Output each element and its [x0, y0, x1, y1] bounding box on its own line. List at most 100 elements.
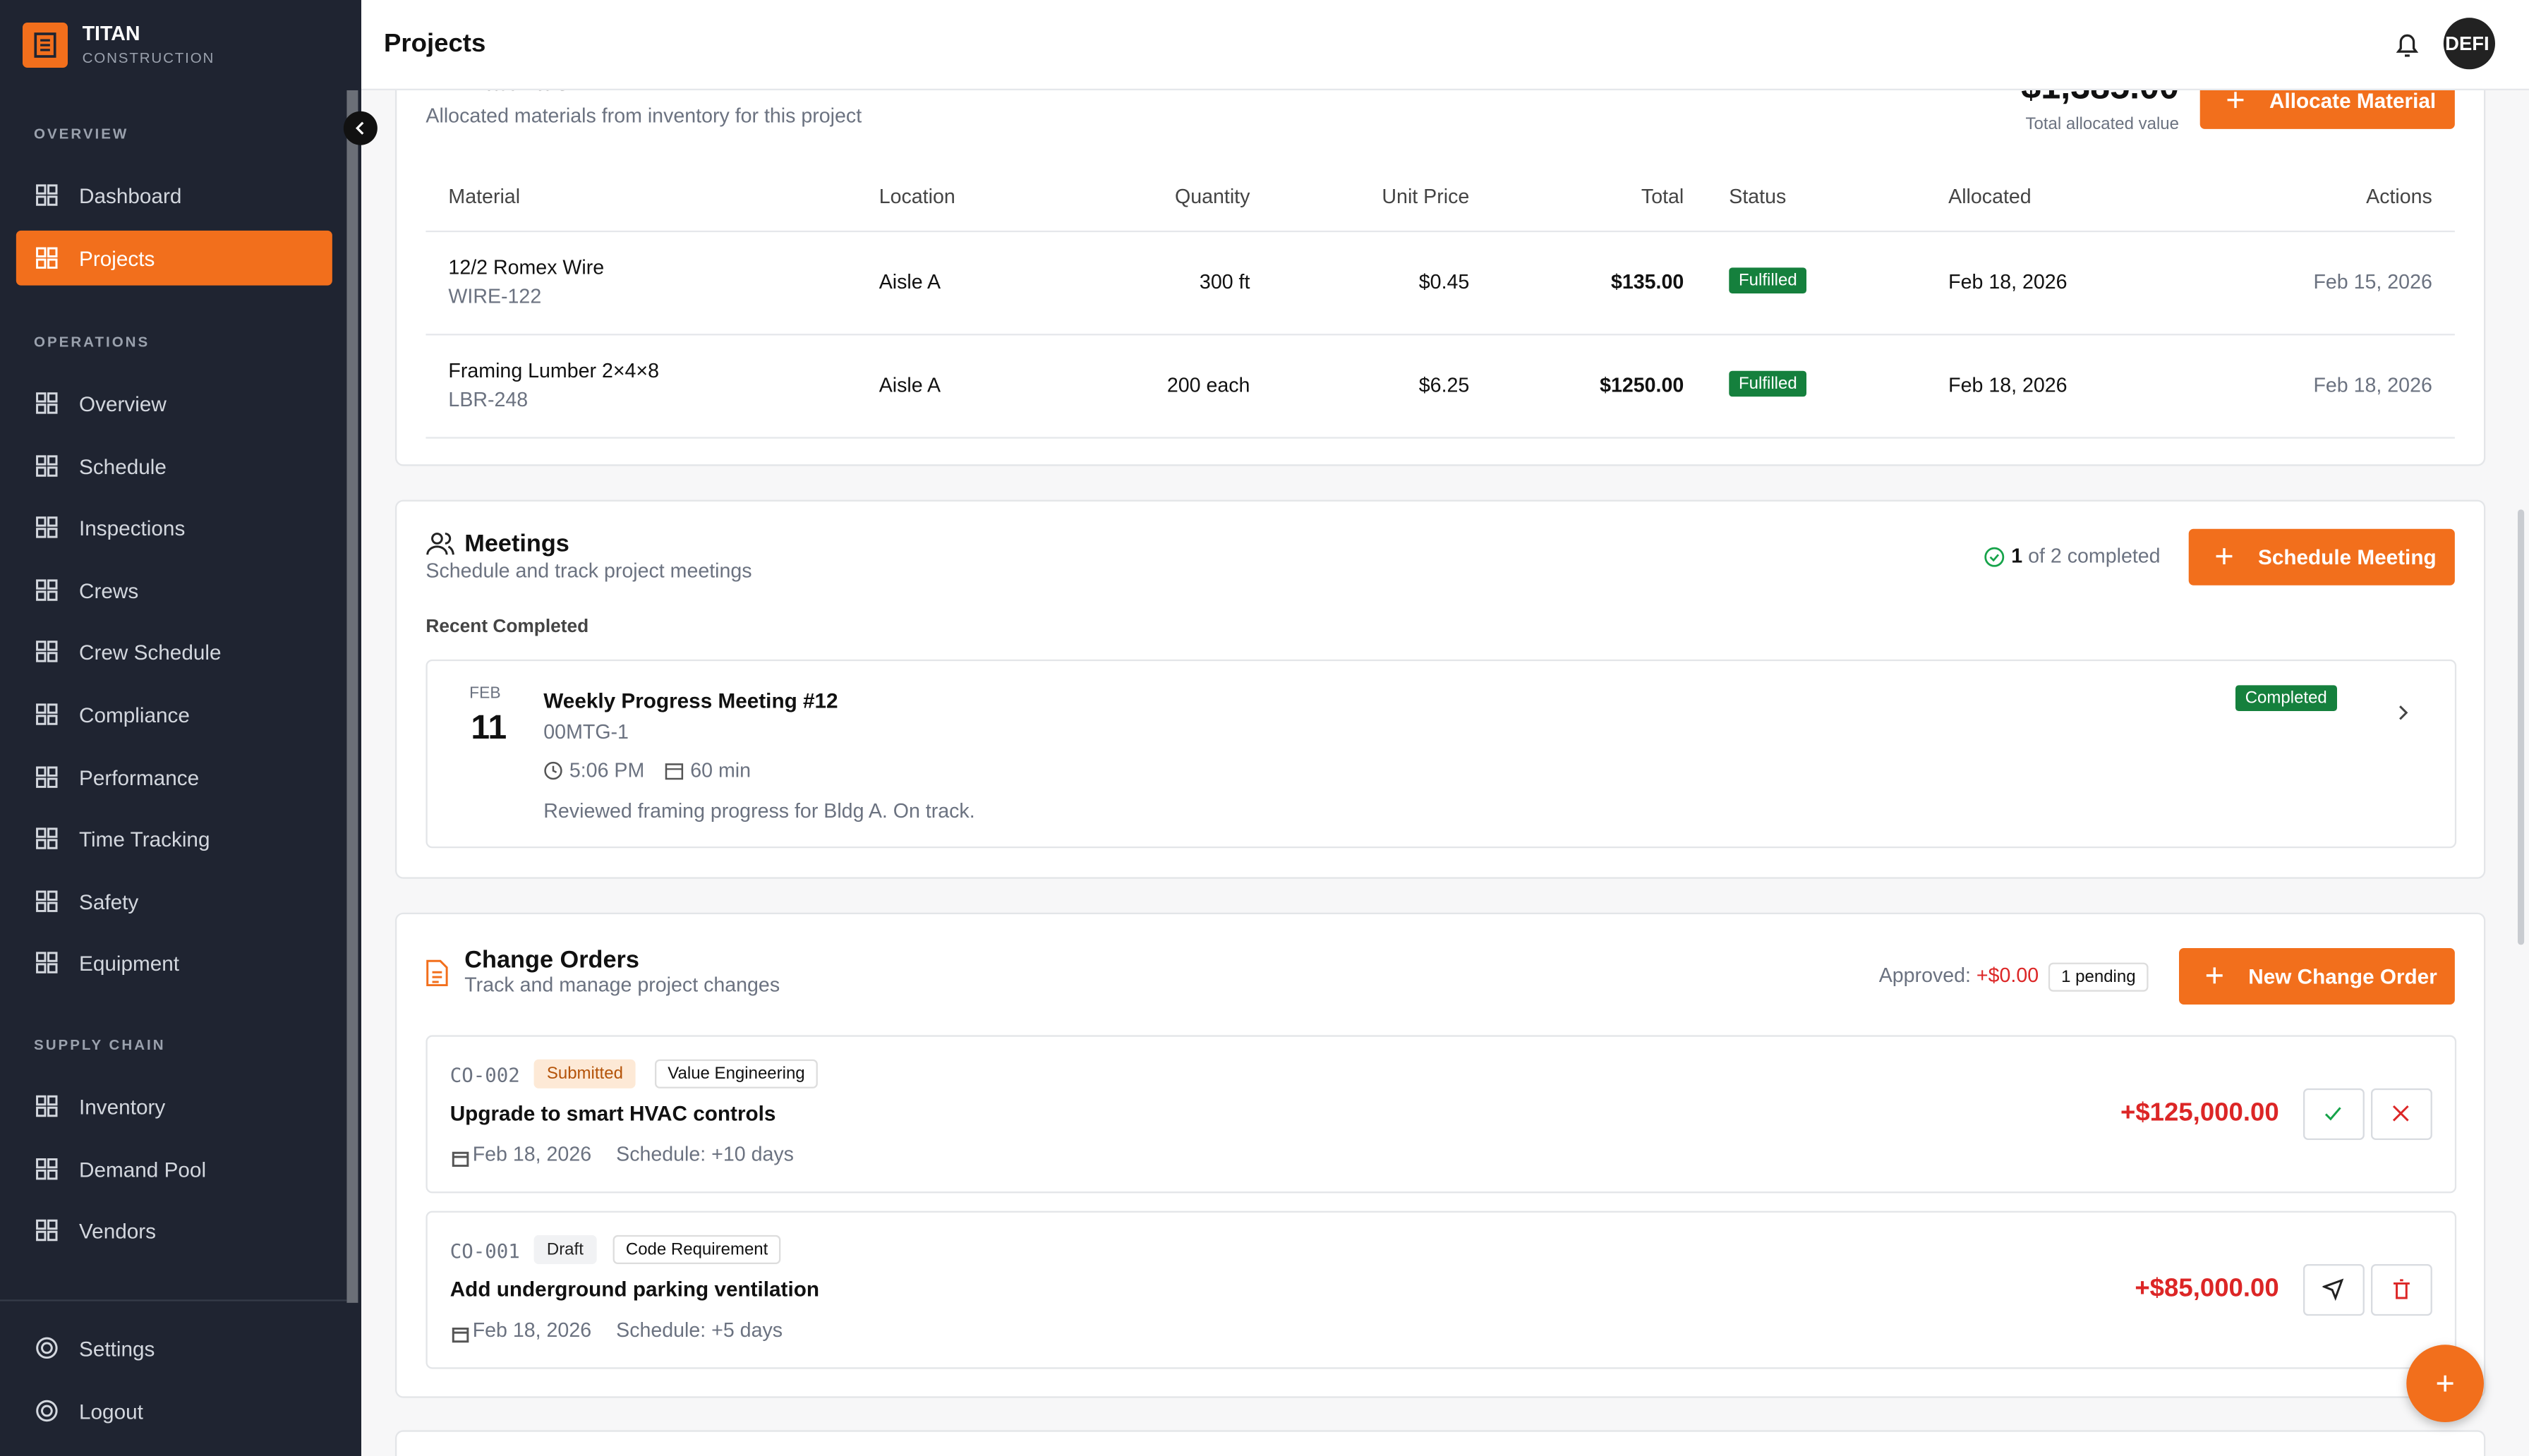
meeting-code: 00MTG-1 — [543, 720, 629, 744]
co-schedule: Schedule: +5 days — [616, 1318, 783, 1342]
nav-label: Safety — [78, 890, 139, 914]
nav-icon — [36, 641, 58, 663]
action-button[interactable] — [2302, 1263, 2365, 1316]
top-bar: Projects DEFI — [361, 0, 2529, 90]
action-date: Feb 15, 2026 — [2313, 270, 2432, 293]
action-button[interactable] — [2370, 1088, 2432, 1140]
column-header: Location — [879, 185, 955, 208]
nav-item[interactable]: Overview — [16, 376, 332, 431]
category-badge: Value Engineering — [654, 1059, 818, 1088]
change-orders-card: Change Orders Track and manage project c… — [394, 912, 2486, 1398]
progress: 1 of 2 completed — [2011, 545, 2160, 568]
sidebar: TITAN CONSTRUCTION OVERVIEW Dashboard Proj… — [0, 0, 378, 1456]
fab[interactable] — [2406, 1345, 2484, 1422]
schedule-meeting-button[interactable]: Schedule Meeting — [2188, 528, 2455, 586]
next-card — [394, 1430, 2486, 1456]
nav-label: Compliance — [78, 703, 190, 727]
nav-icon — [36, 578, 58, 601]
nav-icon — [36, 890, 58, 912]
unit-price: $0.45 — [1418, 270, 1470, 293]
action-icon — [2393, 1279, 2410, 1299]
card-subtitle: Track and manage project changes — [464, 973, 780, 997]
divider — [0, 1299, 347, 1302]
status-badge: Fulfilled — [1729, 370, 1807, 397]
category-badge: Code Requirement — [612, 1234, 781, 1264]
nav-item[interactable]: Time Tracking — [16, 811, 332, 866]
avatar[interactable]: DEFI — [2443, 18, 2495, 70]
nav-item[interactable]: Settings — [16, 1321, 332, 1376]
meetings-icon — [426, 533, 454, 555]
nav-label: Inspections — [78, 516, 186, 541]
location: Aisle A — [879, 270, 941, 293]
nav-label: Crew Schedule — [78, 641, 222, 665]
nav-item[interactable]: Safety — [16, 873, 332, 928]
materials-card: Materials Allocated materials from inven… — [394, 35, 2486, 466]
pending-badge: 1 pending — [2048, 962, 2149, 992]
co-code: CO-001 — [449, 1239, 520, 1263]
nav-icon — [36, 1399, 58, 1421]
column-header: Status — [1729, 185, 1787, 208]
nav-icon — [36, 765, 58, 787]
nav-item[interactable]: Crews — [16, 562, 332, 617]
status-badge: Completed — [2235, 685, 2337, 711]
co-title: Add underground parking ventilation — [449, 1277, 820, 1302]
approved-value: +$0.00 — [1976, 964, 2039, 987]
nav-item[interactable]: Demand Pool — [16, 1141, 332, 1196]
progress-text: of 2 completed — [2028, 545, 2161, 568]
logo — [22, 22, 68, 68]
nav-icon — [36, 703, 58, 725]
nav-icon — [36, 184, 58, 206]
calendar-icon — [452, 1151, 469, 1167]
scrollbar — [346, 90, 358, 1303]
unit-price: $6.25 — [1418, 374, 1470, 397]
nav-item[interactable]: Vendors — [16, 1203, 332, 1258]
location: Aisle A — [879, 374, 941, 397]
change-order-item[interactable]: CO-002 Submitted Value Engineering Upgrade … — [425, 1035, 2457, 1194]
collapse-button[interactable] — [343, 111, 378, 145]
nav-item[interactable]: Schedule — [16, 438, 332, 493]
column-header: Unit Price — [1382, 185, 1470, 208]
card-subtitle: Allocated materials from inventory for t… — [425, 104, 862, 128]
nav-item[interactable]: Inspections — [16, 500, 332, 555]
nav-label: Schedule — [78, 454, 167, 478]
bell-icon[interactable] — [2394, 30, 2421, 59]
chevron-icon — [2399, 705, 2408, 720]
nav-item[interactable]: Performance — [16, 749, 332, 804]
card-title: Meetings — [464, 530, 569, 558]
meeting-month: FEB — [469, 685, 501, 703]
quantity: 300 ft — [1199, 270, 1250, 293]
nav-item[interactable]: Compliance — [16, 687, 332, 742]
approved-label: Approved: — [1878, 964, 1971, 987]
nav-label: Logout — [78, 1399, 143, 1424]
nav-label: Settings — [78, 1336, 155, 1361]
meeting-duration: 60 min — [690, 759, 752, 782]
logo-icon — [34, 32, 56, 58]
nav-label: Vendors — [78, 1219, 157, 1244]
action-icon — [2322, 1278, 2344, 1302]
action-button[interactable] — [2370, 1263, 2432, 1316]
action-button[interactable] — [2302, 1088, 2365, 1140]
co-date: Feb 18, 2026 — [472, 1143, 592, 1166]
new-change-order-button[interactable]: New Change Order — [2178, 947, 2455, 1005]
nav-item[interactable]: Equipment — [16, 936, 332, 991]
co-title: Upgrade to smart HVAC controls — [449, 1101, 776, 1126]
meeting-time: 5:06 PM — [569, 759, 645, 782]
nav-label: Time Tracking — [78, 827, 210, 852]
co-date: Feb 18, 2026 — [472, 1318, 592, 1342]
nav-item[interactable]: Dashboard — [16, 168, 332, 223]
nav-icon — [36, 1220, 58, 1242]
nav-icon — [36, 1158, 58, 1179]
nav-icon — [36, 516, 58, 539]
change-order-item[interactable]: CO-001 Draft Code Requirement Add undergrou… — [425, 1211, 2457, 1369]
allocated-date: Feb 18, 2026 — [1948, 374, 2068, 397]
total: $1250.00 — [1600, 374, 1684, 397]
nav-item[interactable]: Logout — [16, 1383, 332, 1438]
nav-item[interactable]: Projects — [16, 229, 332, 285]
meeting-item[interactable]: FEB 11 Weekly Progress Meeting #12 00MTG… — [425, 659, 2457, 849]
row-divider — [425, 230, 2455, 233]
nav-item[interactable]: Inventory — [16, 1079, 332, 1134]
status-badge: Fulfilled — [1729, 267, 1807, 293]
brand-tagline: CONSTRUCTION — [82, 49, 215, 66]
nav-item[interactable]: Crew Schedule — [16, 624, 332, 679]
